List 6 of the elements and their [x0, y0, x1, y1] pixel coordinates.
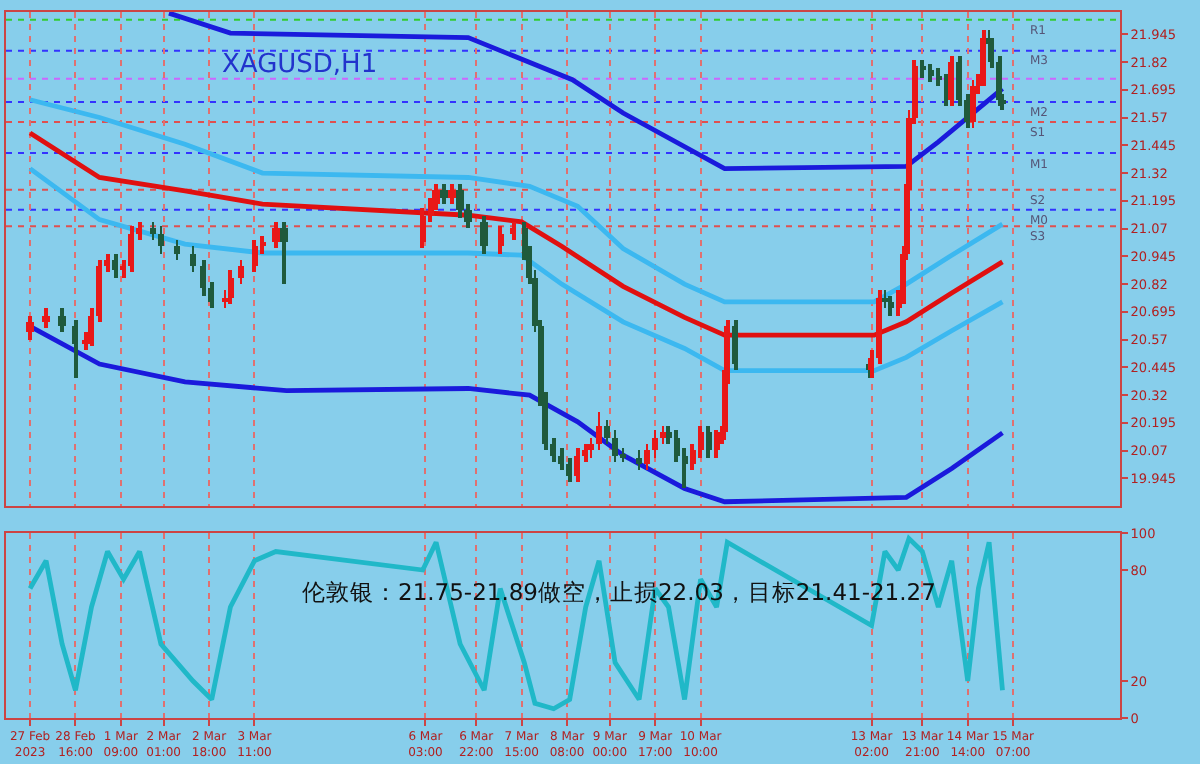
line-series: [27, 97, 1005, 305]
annotation: 伦敦银：21.75-21.89做空，止损22.03，目标21.41-21.27: [302, 578, 936, 606]
line-series: [166, 12, 1005, 171]
line-series: [27, 166, 1005, 374]
text: XAGUSD,H1: [222, 50, 378, 80]
line-series: [27, 536, 1005, 712]
